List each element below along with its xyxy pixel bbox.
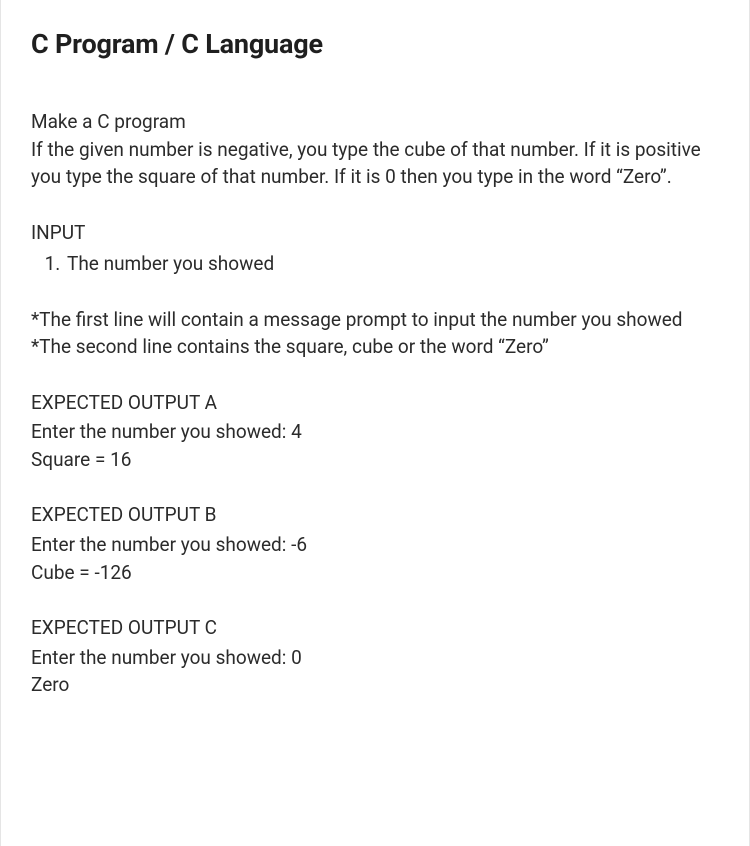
output-line: Cube = -126 [31,559,719,587]
output-line: Enter the number you showed: 4 [31,418,719,446]
expected-output-a: EXPECTED OUTPUT A Enter the number you s… [31,389,719,474]
note-line: *The first line will contain a message p… [31,306,719,334]
intro-line-2: If the given number is negative, you typ… [31,138,701,189]
output-line: Enter the number you showed: 0 [31,644,719,672]
output-heading: EXPECTED OUTPUT C [31,614,719,642]
output-line: Zero [31,671,719,699]
note-line: *The second line contains the square, cu… [31,333,719,361]
expected-output-b: EXPECTED OUTPUT B Enter the number you s… [31,501,719,586]
document-content: C Program / C Language Make a C program … [1,0,749,729]
expected-output-c: EXPECTED OUTPUT C Enter the number you s… [31,614,719,699]
notes-block: *The first line will contain a message p… [31,306,719,361]
body-text: Make a C program If the given number is … [31,108,719,699]
input-label: INPUT [31,219,719,247]
input-list-item: The number you showed [65,250,719,278]
output-line: Square = 16 [31,446,719,474]
intro-line-1: Make a C program [31,110,186,133]
output-heading: EXPECTED OUTPUT B [31,501,719,529]
document-page: C Program / C Language Make a C program … [0,0,750,846]
intro-paragraph: Make a C program If the given number is … [31,108,719,191]
page-title: C Program / C Language [31,28,719,60]
output-heading: EXPECTED OUTPUT A [31,389,719,417]
input-list: The number you showed [31,250,719,278]
output-line: Enter the number you showed: -6 [31,531,719,559]
